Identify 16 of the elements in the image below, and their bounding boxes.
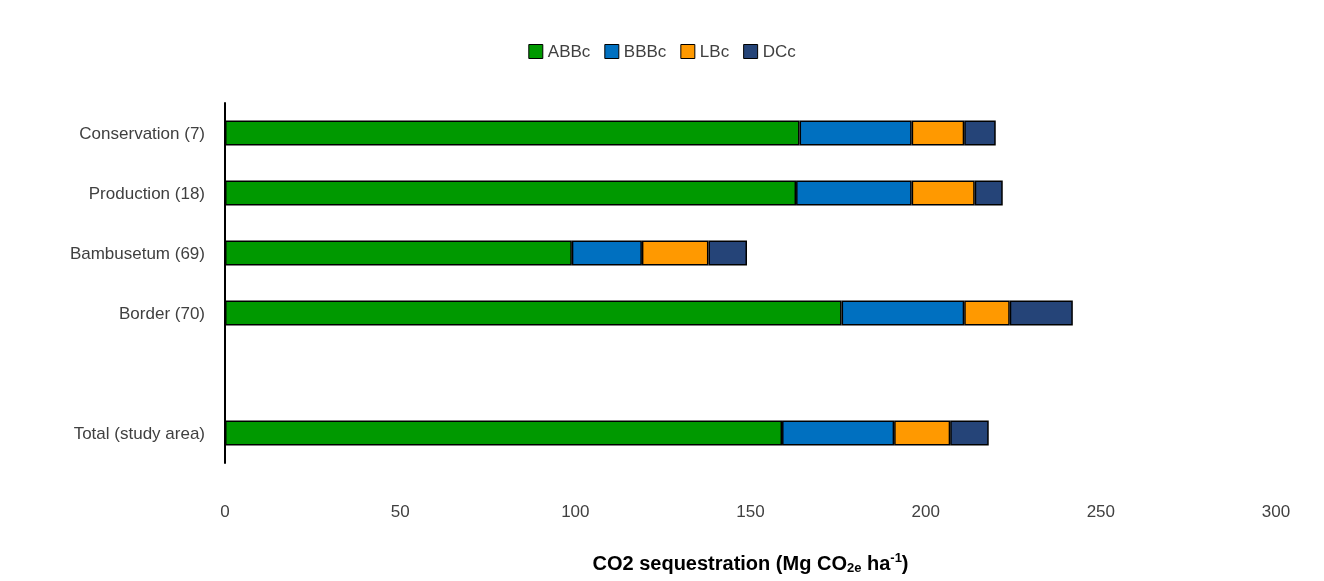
y-tick-label: Border (70) [119, 303, 205, 323]
y-tick-label: Total (study area) [73, 423, 205, 443]
legend-label: DCc [762, 42, 797, 61]
x-tick-label: 250 [1086, 502, 1116, 521]
x-tick-label: 300 [1261, 502, 1291, 521]
x-tick-label: 0 [220, 502, 230, 521]
y-tick-label: Conservation (7) [79, 123, 205, 143]
y-tick-label: Bambusetum (69) [69, 243, 205, 263]
x-tick-label: 100 [561, 502, 590, 521]
legend-label: BBBc [623, 42, 667, 61]
x-tick-label: 150 [736, 502, 765, 521]
y-tick-label: Production (18) [88, 183, 205, 203]
legend-label: LBc [699, 42, 730, 61]
x-tick-label: 200 [911, 502, 940, 521]
legend-label: ABBc [547, 42, 591, 61]
x-tick-label: 50 [390, 502, 410, 521]
